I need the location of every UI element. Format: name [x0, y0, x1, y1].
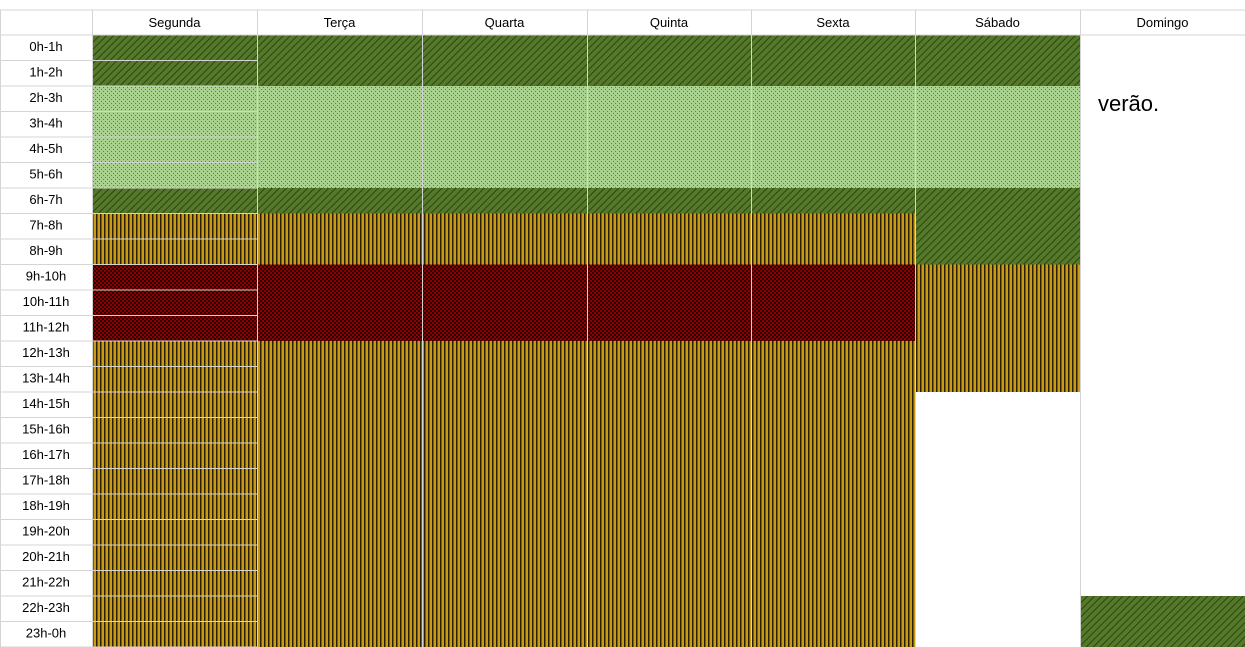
hour-label: 12h-13h [22, 345, 70, 360]
hour-label: 0h-1h [29, 39, 62, 54]
hour-label: 6h-7h [29, 192, 62, 207]
hour-label: 18h-19h [22, 498, 70, 513]
day-header: Sexta [816, 15, 850, 30]
hour-label: 11h-12h [23, 320, 70, 335]
hour-label: 1h-2h [29, 65, 62, 80]
hour-label: 17h-18h [22, 473, 70, 488]
tariff-block [915, 264, 1080, 392]
hour-label: 16h-17h [22, 447, 70, 462]
pattern-cells [92, 35, 1245, 647]
tariff-block [1080, 596, 1245, 647]
hour-label: 20h-21h [22, 549, 70, 564]
day-header: Domingo [1136, 15, 1188, 30]
hour-label: 4h-5h [29, 141, 62, 156]
hour-label: 8h-9h [29, 243, 62, 258]
hour-label: 19h-20h [22, 524, 70, 539]
day-header: Segunda [148, 15, 201, 30]
hour-label: 9h-10h [26, 269, 66, 284]
hour-label: 15h-16h [22, 422, 70, 437]
hour-label: 2h-3h [29, 90, 62, 105]
note-text: verão. [1098, 91, 1159, 116]
tariff-block [915, 213, 1080, 265]
hour-label: 21h-22h [22, 575, 70, 590]
grid-lines [0, 9, 1245, 647]
hour-label: 23h-0h [26, 626, 66, 641]
hour-label: 13h-14h [22, 371, 70, 386]
tariff-block [92, 188, 1080, 214]
tariff-block [92, 264, 915, 341]
hour-label: 10h-11h [23, 294, 70, 309]
hour-label: 3h-4h [29, 116, 62, 131]
hour-label: 5h-6h [29, 167, 62, 182]
hour-label: 14h-15h [22, 396, 70, 411]
hour-label: 22h-23h [22, 600, 70, 615]
day-header: Sábado [975, 15, 1020, 30]
hour-label: 7h-8h [29, 218, 62, 233]
day-header: Quinta [650, 15, 689, 30]
labels: Segunda Terça Quarta Quinta Sexta Sábado Domin… [22, 15, 1188, 641]
day-header: Quarta [485, 15, 526, 30]
day-header: Terça [324, 15, 357, 30]
